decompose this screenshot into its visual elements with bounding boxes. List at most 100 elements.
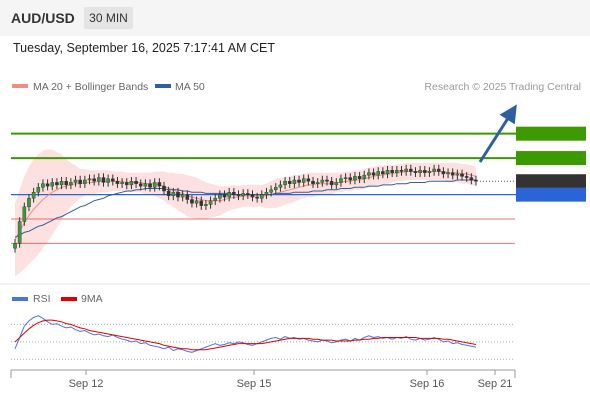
candle-body (334, 182, 339, 186)
candle-body (213, 198, 218, 201)
candle (194, 196, 199, 208)
candle (273, 183, 278, 195)
candle-body (259, 194, 264, 199)
candle (138, 179, 143, 191)
candle (134, 176, 138, 188)
x-tick-label: Sep 12 (69, 378, 104, 390)
candle (367, 168, 371, 180)
chart-header: AUD/USD 30 MIN (0, 0, 590, 36)
candle-body (36, 187, 41, 193)
candle-body (157, 182, 162, 187)
ma50-line (14, 179, 476, 238)
candle (17, 217, 22, 248)
candle-body (339, 178, 343, 183)
candle-body (69, 182, 73, 186)
resistance-badge (516, 126, 586, 141)
candle-body (78, 179, 82, 184)
rsi-line (14, 315, 477, 353)
candle (343, 173, 348, 184)
candle-body (413, 171, 418, 173)
candle (287, 176, 292, 188)
candle-body (236, 194, 241, 197)
candle (455, 169, 460, 180)
candle (399, 165, 404, 176)
pivot-badge (516, 187, 586, 202)
candle-body (129, 181, 134, 186)
candle (246, 189, 250, 199)
level-labels (516, 126, 586, 202)
time-axis: Sep 12 Sep 15 Sep 16 Sep 21 (10, 369, 516, 390)
candle (329, 176, 334, 190)
moving-averages (14, 171, 477, 241)
legend-label-rsi: RSI (33, 293, 51, 305)
candle (390, 165, 394, 177)
candle (241, 189, 245, 201)
candle (311, 176, 315, 188)
legend-swatch-ma50 (155, 84, 171, 88)
candle-body (292, 179, 297, 184)
candle (269, 185, 273, 197)
candle-body (432, 168, 436, 172)
candle (27, 194, 31, 212)
candle (255, 192, 259, 203)
candle (464, 172, 469, 182)
candle-body (409, 168, 413, 172)
legend-label-ma50: MA 50 (175, 81, 205, 93)
currency-pair-title: AUD/USD (11, 10, 75, 26)
candle-body (301, 178, 306, 183)
timeframe-button[interactable]: 30 MIN (84, 7, 133, 29)
candle-body (427, 171, 432, 173)
candle (292, 175, 297, 188)
candle (101, 173, 106, 187)
candle (157, 178, 162, 191)
candle-body (329, 181, 334, 186)
candle-body (381, 171, 385, 175)
candle (357, 172, 362, 184)
candle-body (222, 194, 227, 198)
candle (59, 176, 64, 190)
candle-body (101, 177, 106, 183)
candle-body (306, 178, 311, 182)
candle-body (250, 194, 255, 198)
candle (199, 196, 204, 210)
candle (152, 178, 157, 192)
candle (325, 175, 329, 186)
candle-body (17, 221, 22, 244)
candle-body (171, 192, 176, 197)
rsi-panel (11, 315, 515, 360)
candle (180, 190, 185, 202)
candle-body (464, 176, 469, 178)
candle (436, 164, 441, 176)
candle (129, 176, 134, 190)
candle (315, 178, 320, 188)
candle (55, 178, 59, 190)
candle-body (87, 178, 92, 181)
candle-body (115, 181, 120, 184)
candle (278, 180, 283, 192)
candle (297, 175, 301, 187)
candle-body (176, 192, 180, 198)
candle-body (255, 196, 259, 199)
candle-body (446, 172, 450, 175)
candle (78, 175, 82, 188)
candle (432, 164, 436, 176)
candle-body (264, 192, 269, 195)
candle-body (450, 172, 455, 176)
candle (190, 195, 194, 208)
candle (418, 165, 422, 177)
candle-body (278, 184, 283, 188)
candle (395, 165, 399, 177)
candle (236, 190, 241, 201)
candle-body (343, 177, 348, 179)
level-lines (11, 132, 586, 244)
legend-swatch-rsi (12, 297, 28, 301)
candle-body (325, 179, 329, 182)
rsi-ma-line (14, 319, 477, 351)
candle (264, 187, 269, 199)
candle (204, 200, 208, 210)
x-tick-label: Sep 16 (410, 378, 445, 390)
candle (320, 175, 325, 187)
candle-body (422, 170, 427, 173)
candle-body (199, 200, 204, 206)
